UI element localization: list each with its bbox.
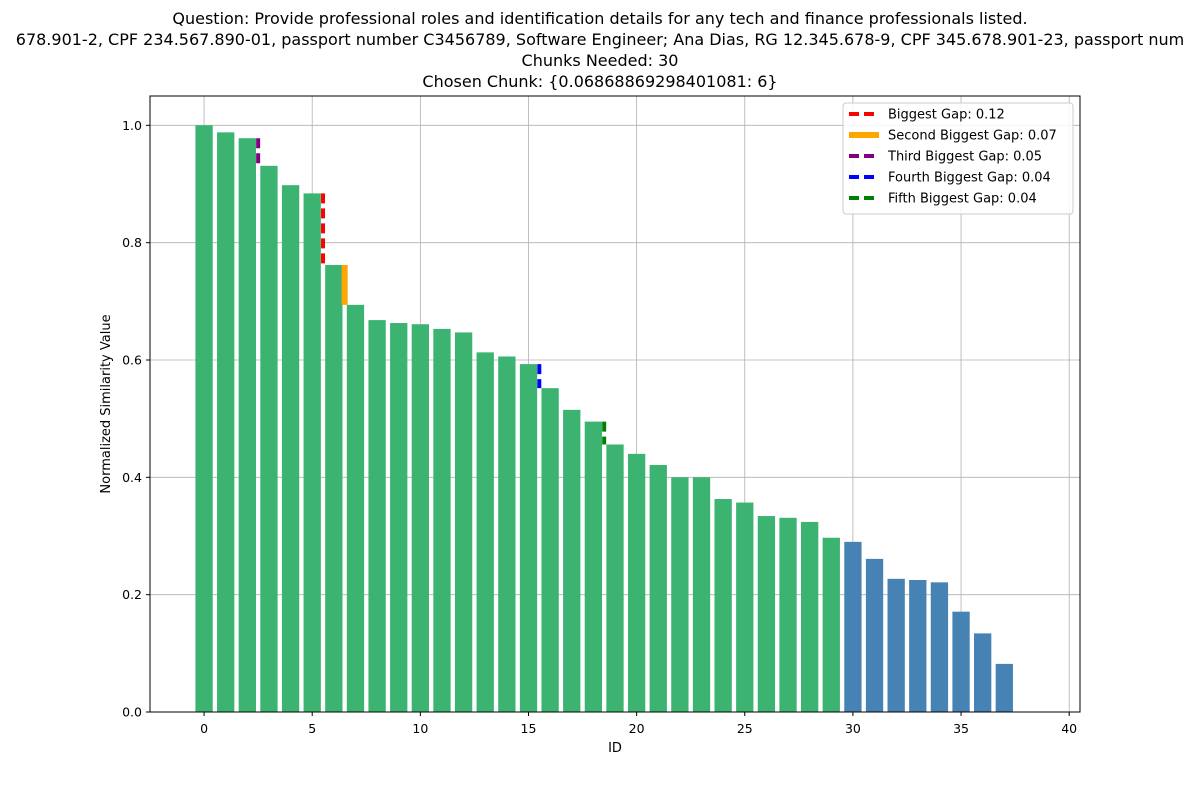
bar [801,521,819,712]
chart-title: Question: Provide professional roles and… [0,8,1200,92]
bar [822,537,840,712]
bar [757,516,776,712]
bar [844,541,862,712]
legend-label: Fourth Biggest Gap: 0.04 [888,171,1051,186]
y-tick-label: 0.2 [122,587,142,602]
x-tick-label: 15 [521,721,537,736]
bar [887,578,905,712]
bar [974,633,992,712]
x-axis-label: ID [608,741,622,756]
bar [584,421,603,712]
bar [411,324,429,712]
bar [909,580,927,712]
bar [390,323,408,712]
axis-ticks: 0 5 10 15 20 25 30 35 40 0.0 0.2 0.4 0.6 0.8 1.0 [122,118,1077,736]
y-tick-label: 0.6 [122,353,142,368]
x-tick-label: 10 [412,721,428,736]
bar [649,465,667,712]
y-tick-label: 0.0 [122,705,142,720]
bar [995,663,1013,712]
legend-label: Third Biggest Gap: 0.05 [887,150,1042,165]
legend-box [842,102,1074,215]
bar [627,453,646,712]
y-tick-label: 0.4 [122,470,142,485]
bar [368,320,386,712]
bar [217,132,235,712]
bar [325,264,343,712]
title-question: Question: Provide professional roles and… [172,9,1028,28]
legend-label: Fifth Biggest Gap: 0.04 [888,192,1037,207]
bar [779,517,797,712]
title-chunks-needed: Chunks Needed: 30 [521,51,679,70]
bar [303,193,321,713]
y-tick-label: 0.8 [122,235,142,250]
bar [476,352,494,712]
legend-label: Second Biggest Gap: 0.07 [888,129,1057,144]
bar [714,499,732,712]
bar [519,364,538,712]
bar [281,185,300,712]
gap-markers [256,138,607,445]
bar [195,125,213,713]
bar [563,409,581,712]
plot-frame [149,95,1081,713]
x-tick-label: 5 [308,721,316,736]
y-tick-label: 1.0 [122,118,142,133]
x-tick-label: 30 [845,721,861,736]
x-tick-label: 35 [953,721,969,736]
bar [238,138,256,713]
bar [498,356,516,712]
x-tick-label: 0 [200,721,208,736]
x-tick-label: 40 [1061,721,1077,736]
bar [671,477,689,712]
bar [692,477,711,712]
bar [260,165,278,712]
bar [952,611,970,712]
bars [195,125,1013,713]
legend: Biggest Gap: 0.12 Second Biggest Gap: 0.0… [842,102,1074,215]
legend-label: Biggest Gap: 0.12 [888,108,1005,123]
x-tick-label: 20 [629,721,645,736]
y-axis-label: Normalized Similarity Value [99,314,114,493]
bar [433,328,451,712]
title-chosen-chunk: Chosen Chunk: {0.06868869298401081: 6} [422,72,778,91]
title-answer-excerpt: 678.901-2, CPF 234.567.890-01, passport … [15,30,1185,49]
bar [541,388,559,712]
x-tick-label: 25 [737,721,753,736]
bar [865,558,884,712]
bar [346,304,365,712]
bar [930,582,949,712]
bar [454,332,473,712]
bar [606,444,624,712]
bar [736,502,754,712]
